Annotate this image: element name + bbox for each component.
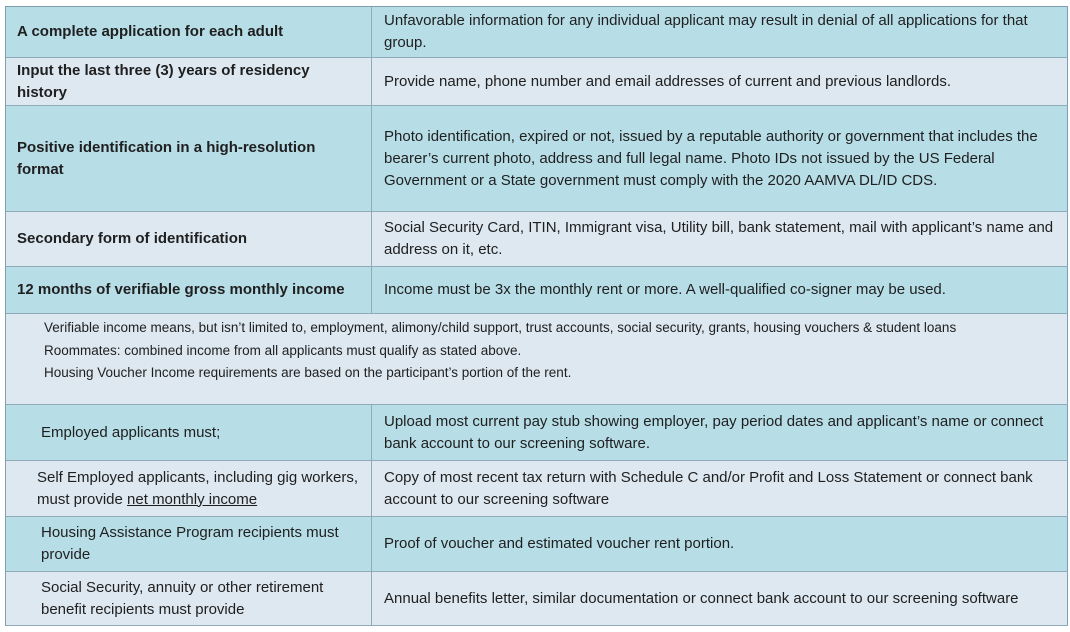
applicant-requirement: Copy of most recent tax return with Sche… <box>372 461 1068 516</box>
table-row: Employed applicants must; Upload most cu… <box>6 405 1068 461</box>
applicant-type-label: Self Employed applicants, including gig … <box>6 461 372 516</box>
table-row: Self Employed applicants, including gig … <box>6 461 1068 517</box>
requirements-table: A complete application for each adult Un… <box>5 6 1068 626</box>
applicant-type-label: Employed applicants must; <box>6 405 372 460</box>
applicant-type-label: Housing Assistance Program recipients mu… <box>6 517 372 571</box>
applicant-requirement: Proof of voucher and estimated voucher r… <box>372 517 1068 571</box>
table-row: A complete application for each adult Un… <box>6 7 1068 58</box>
requirement-label: Input the last three (3) years of reside… <box>6 58 372 105</box>
requirement-detail: Provide name, phone number and email add… <box>372 58 1068 105</box>
requirement-detail: Unfavorable information for any individu… <box>372 7 1068 57</box>
applicant-type-label: Social Security, annuity or other retire… <box>6 572 372 625</box>
note-text: Verifiable income means, but isn’t limit… <box>44 320 957 335</box>
requirement-label: Positive identification in a high-resolu… <box>6 106 372 211</box>
income-notes-row: Verifiable income means, but isn’t limit… <box>6 314 1068 405</box>
requirement-label: 12 months of verifiable gross monthly in… <box>6 267 372 313</box>
requirement-detail: Income must be 3x the monthly rent or mo… <box>372 267 1068 313</box>
table-row: 12 months of verifiable gross monthly in… <box>6 267 1068 314</box>
table-row: Social Security, annuity or other retire… <box>6 572 1068 626</box>
applicant-requirement: Annual benefits letter, similar document… <box>372 572 1068 625</box>
note-text: Housing Voucher Income requirements are … <box>44 365 572 380</box>
table-row: Input the last three (3) years of reside… <box>6 58 1068 106</box>
table-row: Housing Assistance Program recipients mu… <box>6 517 1068 572</box>
table-row: Positive identification in a high-resolu… <box>6 106 1068 212</box>
requirement-detail: Photo identification, expired or not, is… <box>372 106 1068 211</box>
income-notes: Verifiable income means, but isn’t limit… <box>6 314 1068 404</box>
table-row: Secondary form of identification Social … <box>6 212 1068 267</box>
note-text: Roommates: combined income from all appl… <box>44 342 522 358</box>
label-text: Self Employed applicants, including gig … <box>37 468 358 508</box>
requirement-detail: Social Security Card, ITIN, Immigrant vi… <box>372 212 1068 266</box>
requirement-label: Secondary form of identification <box>6 212 372 266</box>
applicant-requirement: Upload most current pay stub showing emp… <box>372 405 1068 460</box>
underlined-text: net monthly income <box>127 490 258 508</box>
requirement-label: A complete application for each adult <box>6 7 372 57</box>
